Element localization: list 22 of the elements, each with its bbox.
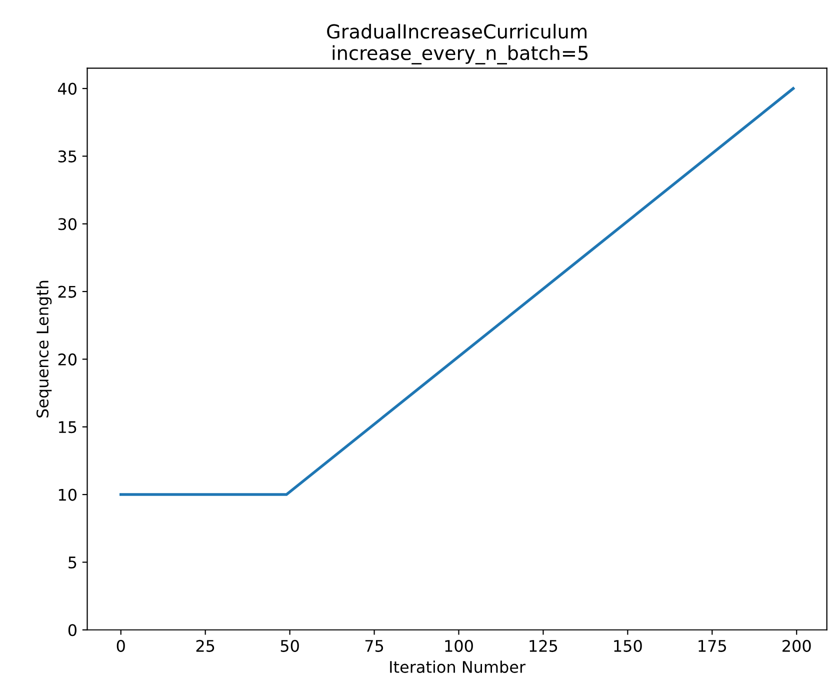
y-tick-label: 30	[58, 218, 76, 230]
x-tick-label: 200	[782, 640, 811, 652]
x-tick-label: 50	[280, 640, 299, 652]
y-tick-label: 20	[58, 353, 76, 366]
y-tick-label: 10	[58, 488, 76, 501]
y-axis-title: Sequence Length	[36, 280, 52, 418]
y-tick-label: 25	[58, 286, 76, 298]
y-tick-label: 5	[68, 556, 76, 569]
x-axis-title: Iteration Number	[390, 660, 526, 673]
y-tick-label: 40	[58, 82, 76, 95]
y-tick-label: 35	[58, 150, 76, 162]
chart-subtitle: increase_every_n_batch=5	[332, 45, 588, 64]
x-tick-label: 150	[614, 640, 642, 652]
x-tick-label: 175	[698, 640, 726, 652]
x-tick-label: 100	[445, 640, 473, 652]
x-tick-label: 0	[116, 640, 125, 652]
x-tick-label: 125	[530, 640, 558, 652]
y-tick-label: 0	[68, 624, 76, 636]
y-tick-label: 15	[58, 421, 76, 434]
x-tick-label: 25	[196, 640, 214, 652]
x-tick-label: 75	[365, 640, 384, 652]
chart-title: GradualIncreaseCurriculum	[327, 24, 586, 39]
